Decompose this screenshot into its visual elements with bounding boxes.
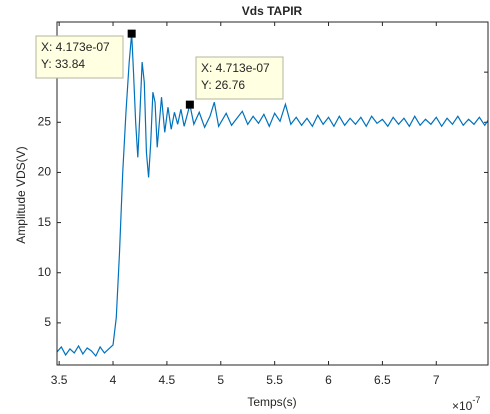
- x-tick-label: 7: [433, 373, 440, 387]
- exponent-base: ×10: [452, 399, 473, 413]
- y-tick-label: 20: [38, 165, 52, 179]
- datatip-marker: [127, 29, 136, 38]
- chart-title: Vds TAPIR: [242, 4, 303, 18]
- y-tick-label: 5: [44, 315, 51, 329]
- datatip-y: Y: 33.84: [41, 57, 85, 71]
- y-tick-label: 25: [38, 114, 52, 128]
- datatip-marker: [185, 100, 194, 109]
- axes-box: [56, 21, 489, 366]
- x-tick-label: 5.5: [266, 373, 283, 387]
- y-tick-label: 15: [38, 215, 52, 229]
- datatip-box: [195, 56, 284, 100]
- x-axis-label: Temps(s): [247, 395, 296, 409]
- datatip-x: X: 4.713e-07: [201, 61, 270, 75]
- data-line: [56, 33, 489, 358]
- datatip-x: X: 4.173e-07: [41, 40, 110, 54]
- datatip-box: [35, 35, 124, 79]
- x-exponent: ×10-7: [452, 395, 480, 413]
- x-tick-label: 6.5: [374, 373, 391, 387]
- x-tick-label: 4.5: [159, 373, 176, 387]
- x-tick-label: 3.5: [51, 373, 68, 387]
- y-tick-label: 10: [38, 265, 52, 279]
- exponent-power: -7: [472, 395, 480, 405]
- x-tick-label: 6: [325, 373, 332, 387]
- datatip-y: Y: 26.76: [201, 78, 245, 92]
- y-axis-label: Amplitude VDS(V): [14, 146, 28, 243]
- x-tick-label: 4: [110, 373, 117, 387]
- x-tick-label: 5: [217, 373, 224, 387]
